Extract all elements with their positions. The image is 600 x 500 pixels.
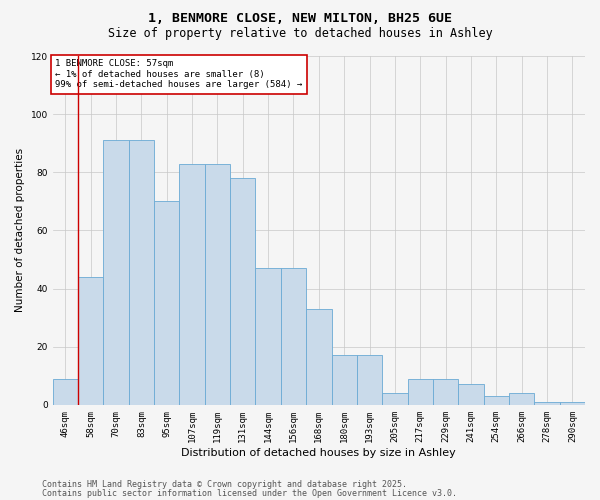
X-axis label: Distribution of detached houses by size in Ashley: Distribution of detached houses by size …	[181, 448, 456, 458]
Bar	[256, 268, 281, 405]
Text: Contains public sector information licensed under the Open Government Licence v3: Contains public sector information licen…	[42, 488, 457, 498]
Bar	[458, 384, 484, 405]
Bar	[78, 277, 103, 405]
Y-axis label: Number of detached properties: Number of detached properties	[15, 148, 25, 312]
Text: 1 BENMORE CLOSE: 57sqm
← 1% of detached houses are smaller (8)
99% of semi-detac: 1 BENMORE CLOSE: 57sqm ← 1% of detached …	[55, 60, 302, 90]
Bar	[560, 402, 585, 405]
Bar	[306, 309, 332, 405]
Bar	[53, 378, 78, 405]
Bar	[179, 164, 205, 405]
Bar	[332, 356, 357, 405]
Bar	[382, 393, 407, 405]
Bar	[103, 140, 129, 405]
Bar	[357, 356, 382, 405]
Bar	[205, 164, 230, 405]
Bar	[433, 378, 458, 405]
Bar	[154, 202, 179, 405]
Bar	[509, 393, 535, 405]
Text: Size of property relative to detached houses in Ashley: Size of property relative to detached ho…	[107, 28, 493, 40]
Bar	[407, 378, 433, 405]
Bar	[230, 178, 256, 405]
Text: 1, BENMORE CLOSE, NEW MILTON, BH25 6UE: 1, BENMORE CLOSE, NEW MILTON, BH25 6UE	[148, 12, 452, 26]
Bar	[129, 140, 154, 405]
Text: Contains HM Land Registry data © Crown copyright and database right 2025.: Contains HM Land Registry data © Crown c…	[42, 480, 407, 489]
Bar	[535, 402, 560, 405]
Bar	[484, 396, 509, 405]
Bar	[281, 268, 306, 405]
